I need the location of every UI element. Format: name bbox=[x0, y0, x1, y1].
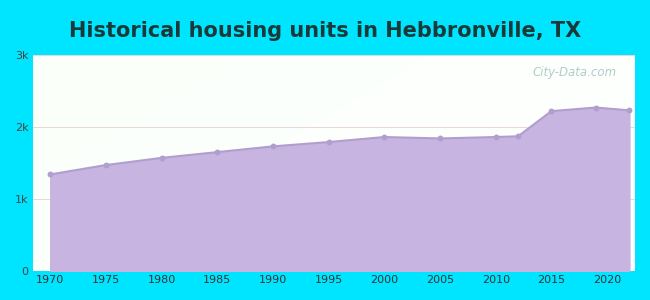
Text: Historical housing units in Hebbronville, TX: Historical housing units in Hebbronville… bbox=[69, 21, 581, 41]
Point bbox=[157, 155, 167, 160]
Point bbox=[546, 109, 556, 113]
Point bbox=[435, 136, 445, 141]
Point bbox=[513, 134, 523, 139]
Point bbox=[45, 172, 55, 177]
Point bbox=[379, 135, 389, 140]
Point bbox=[324, 140, 334, 145]
Point bbox=[101, 163, 111, 167]
Point bbox=[624, 108, 634, 113]
Point bbox=[212, 150, 222, 154]
Point bbox=[268, 144, 278, 149]
Point bbox=[591, 105, 601, 110]
Point bbox=[491, 135, 501, 140]
Text: City-Data.com: City-Data.com bbox=[533, 66, 617, 79]
